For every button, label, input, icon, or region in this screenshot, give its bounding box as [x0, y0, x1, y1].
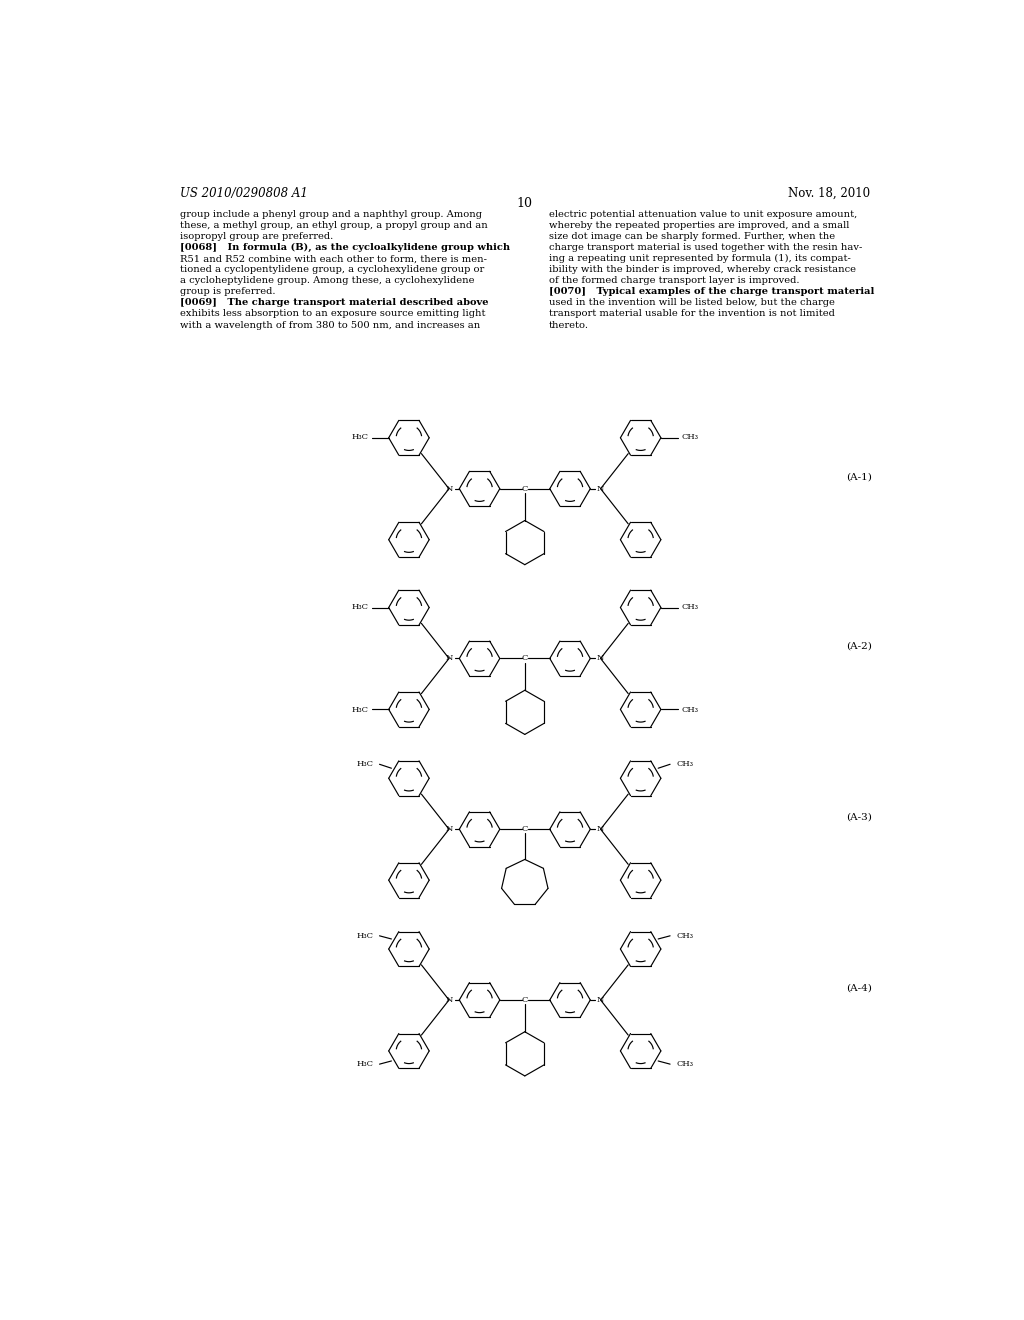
Text: transport material usable for the invention is not limited: transport material usable for the invent… [549, 309, 835, 318]
Text: CH₃: CH₃ [682, 433, 698, 441]
Text: H₃C: H₃C [351, 706, 368, 714]
Text: these, a methyl group, an ethyl group, a propyl group and an: these, a methyl group, an ethyl group, a… [179, 222, 487, 230]
Text: (A-3): (A-3) [846, 813, 872, 821]
Text: whereby the repeated properties are improved, and a small: whereby the repeated properties are impr… [549, 222, 849, 230]
Text: group is preferred.: group is preferred. [179, 288, 275, 297]
Text: C: C [521, 997, 528, 1005]
Text: ibility with the binder is improved, whereby crack resistance: ibility with the binder is improved, whe… [549, 265, 856, 275]
Text: CH₃: CH₃ [677, 1060, 693, 1068]
Text: charge transport material is used together with the resin hav-: charge transport material is used togeth… [549, 243, 862, 252]
Text: (A-4): (A-4) [846, 983, 872, 993]
Text: used in the invention will be listed below, but the charge: used in the invention will be listed bel… [549, 298, 835, 308]
Text: N: N [597, 997, 604, 1005]
Text: H₃C: H₃C [356, 932, 373, 940]
Text: size dot image can be sharply formed. Further, when the: size dot image can be sharply formed. Fu… [549, 232, 835, 242]
Text: [0069]   The charge transport material described above: [0069] The charge transport material des… [179, 298, 488, 308]
Text: Nov. 18, 2010: Nov. 18, 2010 [787, 187, 870, 199]
Text: ing a repeating unit represented by formula (1), its compat-: ing a repeating unit represented by form… [549, 255, 851, 264]
Text: with a wavelength of from 380 to 500 nm, and increases an: with a wavelength of from 380 to 500 nm,… [179, 321, 480, 330]
Text: thereto.: thereto. [549, 321, 589, 330]
Text: C: C [521, 825, 528, 833]
Text: [0070]   Typical examples of the charge transport material: [0070] Typical examples of the charge tr… [549, 288, 873, 297]
Text: CH₃: CH₃ [682, 706, 698, 714]
Text: isopropyl group are preferred.: isopropyl group are preferred. [179, 232, 333, 242]
Text: group include a phenyl group and a naphthyl group. Among: group include a phenyl group and a napht… [179, 210, 481, 219]
Text: H₃C: H₃C [356, 1060, 373, 1068]
Text: a cycloheptylidene group. Among these, a cyclohexylidene: a cycloheptylidene group. Among these, a… [179, 276, 474, 285]
Text: N: N [597, 825, 604, 833]
Text: electric potential attenuation value to unit exposure amount,: electric potential attenuation value to … [549, 210, 857, 219]
Text: R51 and R52 combine with each other to form, there is men-: R51 and R52 combine with each other to f… [179, 255, 486, 264]
Text: C: C [521, 484, 528, 492]
Text: CH₃: CH₃ [677, 760, 693, 768]
Text: N: N [445, 484, 453, 492]
Text: N: N [445, 655, 453, 663]
Text: CH₃: CH₃ [677, 932, 693, 940]
Text: (A-2): (A-2) [846, 642, 872, 651]
Text: N: N [445, 825, 453, 833]
Text: CH₃: CH₃ [682, 602, 698, 611]
Text: H₃C: H₃C [351, 433, 368, 441]
Text: (A-1): (A-1) [846, 473, 872, 480]
Text: of the formed charge transport layer is improved.: of the formed charge transport layer is … [549, 276, 799, 285]
Text: N: N [597, 655, 604, 663]
Text: tioned a cyclopentylidene group, a cyclohexylidene group or: tioned a cyclopentylidene group, a cyclo… [179, 265, 483, 275]
Text: C: C [521, 655, 528, 663]
Text: 10: 10 [517, 197, 532, 210]
Text: exhibits less absorption to an exposure source emitting light: exhibits less absorption to an exposure … [179, 309, 485, 318]
Text: H₃C: H₃C [356, 760, 373, 768]
Text: N: N [597, 484, 604, 492]
Text: H₃C: H₃C [351, 602, 368, 611]
Text: US 2010/0290808 A1: US 2010/0290808 A1 [179, 187, 307, 199]
Text: [0068]   In formula (B), as the cycloalkylidene group which: [0068] In formula (B), as the cycloalkyl… [179, 243, 510, 252]
Text: N: N [445, 997, 453, 1005]
